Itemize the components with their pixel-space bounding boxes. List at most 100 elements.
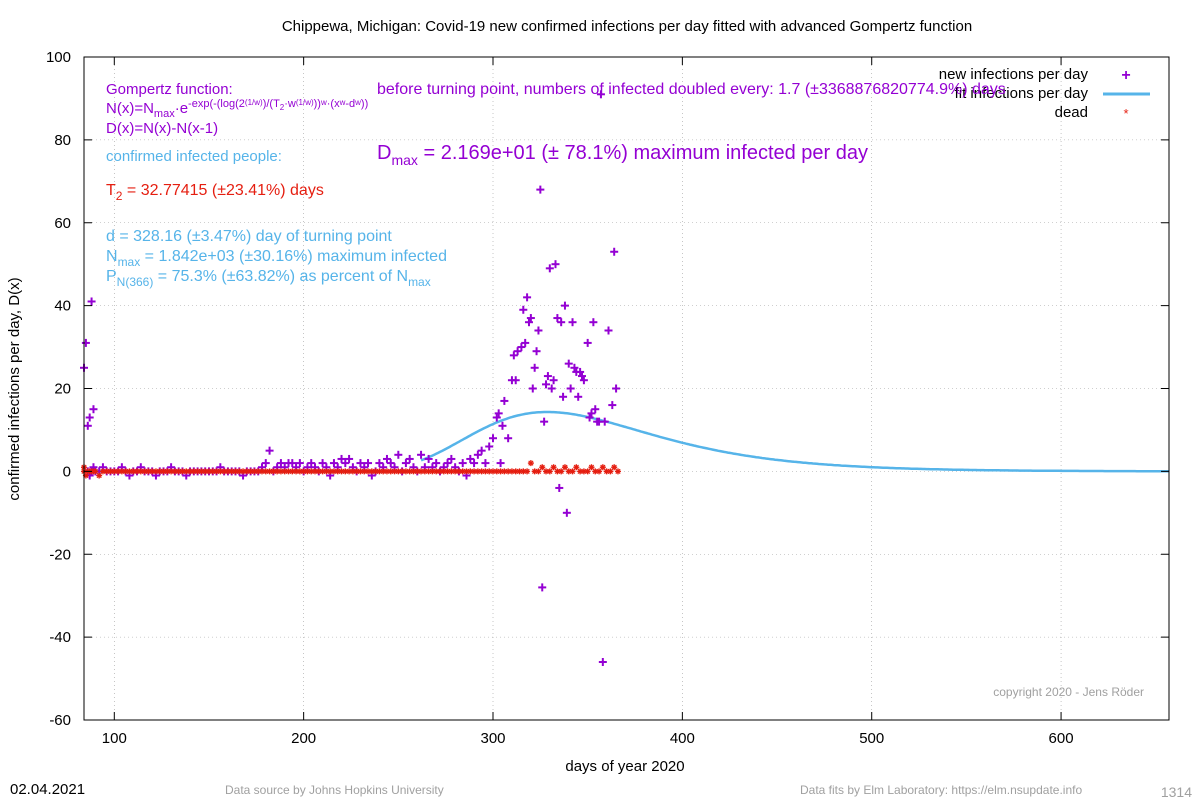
- new-infection-point: [568, 318, 577, 327]
- dead-point: [516, 468, 523, 475]
- new-infection-point: [538, 583, 547, 592]
- dead-point: [614, 468, 621, 475]
- nx-formula: N(x)=Nmax·e-exp(-(log(2(1/w))/(T2·w(1/w)…: [106, 98, 368, 120]
- new-infection-point: [81, 338, 90, 347]
- new-infection-point: [608, 401, 617, 410]
- new-infection-point: [458, 459, 467, 468]
- new-infection-point: [560, 301, 569, 310]
- dead-point: [304, 468, 311, 475]
- new-infection-point: [585, 413, 594, 422]
- dead-point: [611, 464, 618, 471]
- y-tick-label: -40: [49, 629, 71, 646]
- x-tick-label: 600: [1049, 730, 1074, 747]
- new-infection-point: [578, 372, 587, 381]
- doubling-text: before turning point, numbers of infecte…: [377, 81, 1006, 98]
- new-infection-point: [579, 376, 588, 385]
- new-infection-point: [83, 421, 92, 430]
- x-tick-label: 500: [859, 730, 884, 747]
- y-tick-label: 40: [54, 298, 71, 315]
- dead-point: [565, 468, 572, 475]
- new-infection-point: [417, 450, 426, 459]
- new-infection-point: [492, 413, 501, 422]
- new-infection-point: [553, 314, 562, 323]
- new-infection-point: [318, 459, 327, 468]
- dmax-text: Dmax = 2.169e+01 (± 78.1%) maximum infec…: [377, 142, 868, 168]
- dead-point: [141, 468, 148, 475]
- y-axis-label: confirmed infections per day, D(x): [6, 277, 23, 500]
- new-infection-point: [489, 434, 498, 443]
- y-tick-label: 0: [63, 463, 71, 480]
- dead-point: [274, 468, 281, 475]
- dead-point: [130, 468, 137, 475]
- dead-point: [399, 468, 406, 475]
- dead-point: [596, 468, 603, 475]
- new-infection-point: [549, 376, 558, 385]
- new-infection-point: [364, 459, 373, 468]
- new-infection-point: [534, 326, 543, 335]
- y-tick-label: 100: [46, 49, 71, 66]
- new-infection-point: [583, 338, 592, 347]
- new-infection-point: [473, 450, 482, 459]
- new-infection-point: [494, 409, 503, 418]
- dead-point: [524, 468, 531, 475]
- t2-text: T2 = 32.77415 (±23.41%) days: [106, 182, 324, 203]
- copyright: copyright 2020 - Jens Röder: [993, 685, 1144, 699]
- new-infection-point: [498, 421, 507, 430]
- dead-point: [546, 468, 553, 475]
- new-infection-point: [504, 434, 513, 443]
- dead-point: [92, 468, 99, 475]
- new-infection-point: [612, 384, 621, 393]
- dead-point: [558, 468, 565, 475]
- dead-point: [380, 468, 387, 475]
- new-infection-point: [401, 459, 410, 468]
- dead-point: [535, 468, 542, 475]
- new-infection-point: [337, 454, 346, 463]
- new-infection-point: [559, 392, 568, 401]
- new-infection-point: [521, 338, 530, 347]
- new-infection-point: [85, 413, 94, 422]
- dead-points: [81, 460, 621, 479]
- dead-point: [452, 468, 459, 475]
- legend-new-label: new infections per day: [939, 66, 1089, 83]
- new-infection-point: [576, 367, 585, 376]
- dead-point: [240, 468, 247, 475]
- new-infection-point: [509, 351, 518, 360]
- new-infection-point: [528, 384, 537, 393]
- pn-text: PN(366) = 75.3% (±63.82%) as percent of …: [106, 268, 431, 289]
- new-infection-point: [598, 657, 607, 666]
- new-infection-point: [394, 450, 403, 459]
- new-infection-point: [591, 405, 600, 414]
- new-infection-point: [261, 459, 270, 468]
- dead-point: [569, 468, 576, 475]
- axis-ticks: 100 200 300 400 500 600 -60 -40 -20 0 20 40 60 80 100: [46, 49, 1169, 747]
- new-infection-point: [574, 392, 583, 401]
- dead-point: [539, 464, 546, 471]
- new-infection-point: [562, 508, 571, 517]
- new-infection-point: [519, 305, 528, 314]
- new-infection-point: [276, 459, 285, 468]
- new-infection-point: [530, 363, 539, 372]
- annotations: Gompertz function: N(x)=Nmax·e-exp(-(log…: [106, 81, 1144, 699]
- new-infection-point: [536, 185, 545, 194]
- x-tick-label: 400: [670, 730, 695, 747]
- new-infection-point: [610, 247, 619, 256]
- new-infection-point: [526, 314, 535, 323]
- chart-title: Chippewa, Michigan: Covid-19 new confirm…: [282, 18, 972, 35]
- new-infection-point: [295, 459, 304, 468]
- dead-point: [312, 468, 319, 475]
- dead-point: [107, 468, 114, 475]
- new-infection-point: [564, 359, 573, 368]
- dead-point: [455, 468, 462, 475]
- new-infection-point: [265, 446, 274, 455]
- new-infection-point: [470, 459, 479, 468]
- dead-point: [588, 464, 595, 471]
- dead-point: [584, 468, 591, 475]
- new-infection-point: [288, 459, 297, 468]
- x-axis-label: days of year 2020: [565, 758, 684, 775]
- new-infection-point: [447, 454, 456, 463]
- footer-page-number: 1314: [1161, 784, 1192, 800]
- new-infection-point: [307, 459, 316, 468]
- dead-point: [376, 468, 383, 475]
- dead-point: [550, 464, 557, 471]
- new-infection-point: [405, 454, 414, 463]
